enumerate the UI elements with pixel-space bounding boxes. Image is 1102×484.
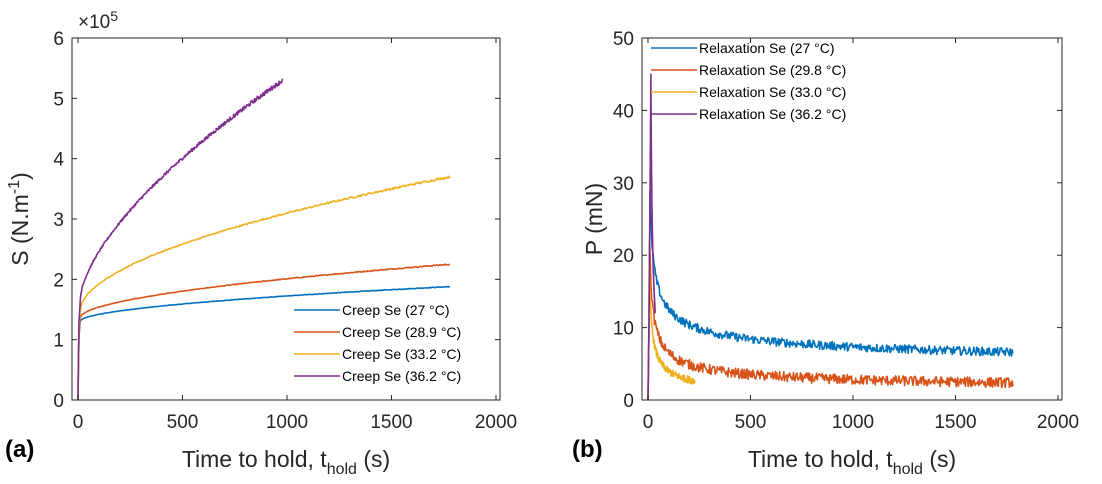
x-tick-label: 1000: [266, 412, 308, 433]
legend-entry: Creep Se (27 °C): [342, 302, 450, 318]
panel-b-legend: Relaxation Se (27 °C) Relaxation Se (29.8…: [651, 40, 846, 122]
panel-a-x-axis-label: Time to hold, thold (s): [182, 446, 390, 478]
panel-a-creep-chart: 0 500 1000 1500 2000 0 1 2 3 4 5 6 ×105 Time to hol…: [5, 8, 517, 478]
panel-b-series-group: [647, 73, 1014, 401]
legend-entry: Relaxation Se (29.8 °C): [699, 62, 846, 78]
legend-entry: Creep Se (36.2 °C): [342, 368, 461, 384]
series-line-4: [77, 78, 284, 401]
y-tick-label: 40: [613, 101, 634, 122]
legend-entry: Relaxation Se (36.2 °C): [699, 106, 846, 122]
panel-b-y-axis-label: P (mN): [581, 183, 607, 255]
x-tick-label: 1500: [934, 412, 976, 433]
series-line-2: [647, 239, 1014, 401]
panel-b-x-axis-label: Time to hold, thold (s): [748, 446, 956, 478]
panel-b-relaxation-chart: 0 500 1000 1500 2000 0 10 20 30 40 50 Time to hold…: [572, 29, 1079, 478]
y-tick-label: 30: [613, 174, 634, 195]
legend-entry: Creep Se (28.9 °C): [342, 324, 461, 340]
series-line-1: [77, 285, 451, 401]
panel-a-ticks: 0 500 1000 1500 2000 0 1 2 3 4 5 6: [53, 29, 517, 433]
panel-b-axes-box: [641, 37, 1063, 401]
series-line-3: [647, 261, 696, 401]
x-tick-label: 0: [73, 412, 84, 433]
x-tick-label: 500: [735, 412, 767, 433]
x-tick-label: 2000: [1037, 412, 1079, 433]
x-tick-label: 1500: [370, 412, 412, 433]
y-tick-label: 1: [53, 331, 64, 352]
panel-b-label: (b): [572, 436, 603, 463]
y-tick-label: 5: [53, 89, 64, 110]
series-line-2: [77, 263, 451, 401]
y-tick-label: 2: [53, 270, 64, 291]
x-tick-label: 2000: [475, 412, 517, 433]
y-tick-label: 0: [623, 391, 634, 412]
legend-entry: Creep Se (33.2 °C): [342, 346, 461, 362]
series-line-3: [77, 175, 451, 401]
panel-a-label: (a): [5, 436, 34, 463]
x-tick-label: 0: [643, 412, 654, 433]
panel-a-exponent: ×105: [78, 8, 118, 33]
y-tick-label: 0: [53, 391, 64, 412]
y-tick-label: 6: [53, 29, 64, 50]
y-tick-label: 50: [613, 29, 634, 50]
series-line-1: [647, 189, 1014, 401]
x-tick-label: 1000: [832, 412, 874, 433]
panel-a-y-axis-label: S (N.m-1): [6, 172, 33, 265]
panel-a-series-group: [77, 78, 451, 401]
series-line-4: [647, 73, 656, 401]
y-tick-label: 10: [613, 319, 634, 340]
y-tick-label: 3: [53, 210, 64, 231]
legend-entry: Relaxation Se (33.0 °C): [699, 84, 846, 100]
legend-entry: Relaxation Se (27 °C): [699, 40, 835, 56]
panel-a-legend: Creep Se (27 °C) Creep Se (28.9 °C) Creep …: [294, 302, 461, 384]
panel-b-ticks: 0 500 1000 1500 2000 0 10 20 30 40 50: [613, 29, 1079, 433]
y-tick-label: 20: [613, 246, 634, 267]
y-tick-label: 4: [53, 150, 64, 171]
x-tick-label: 500: [167, 412, 199, 433]
